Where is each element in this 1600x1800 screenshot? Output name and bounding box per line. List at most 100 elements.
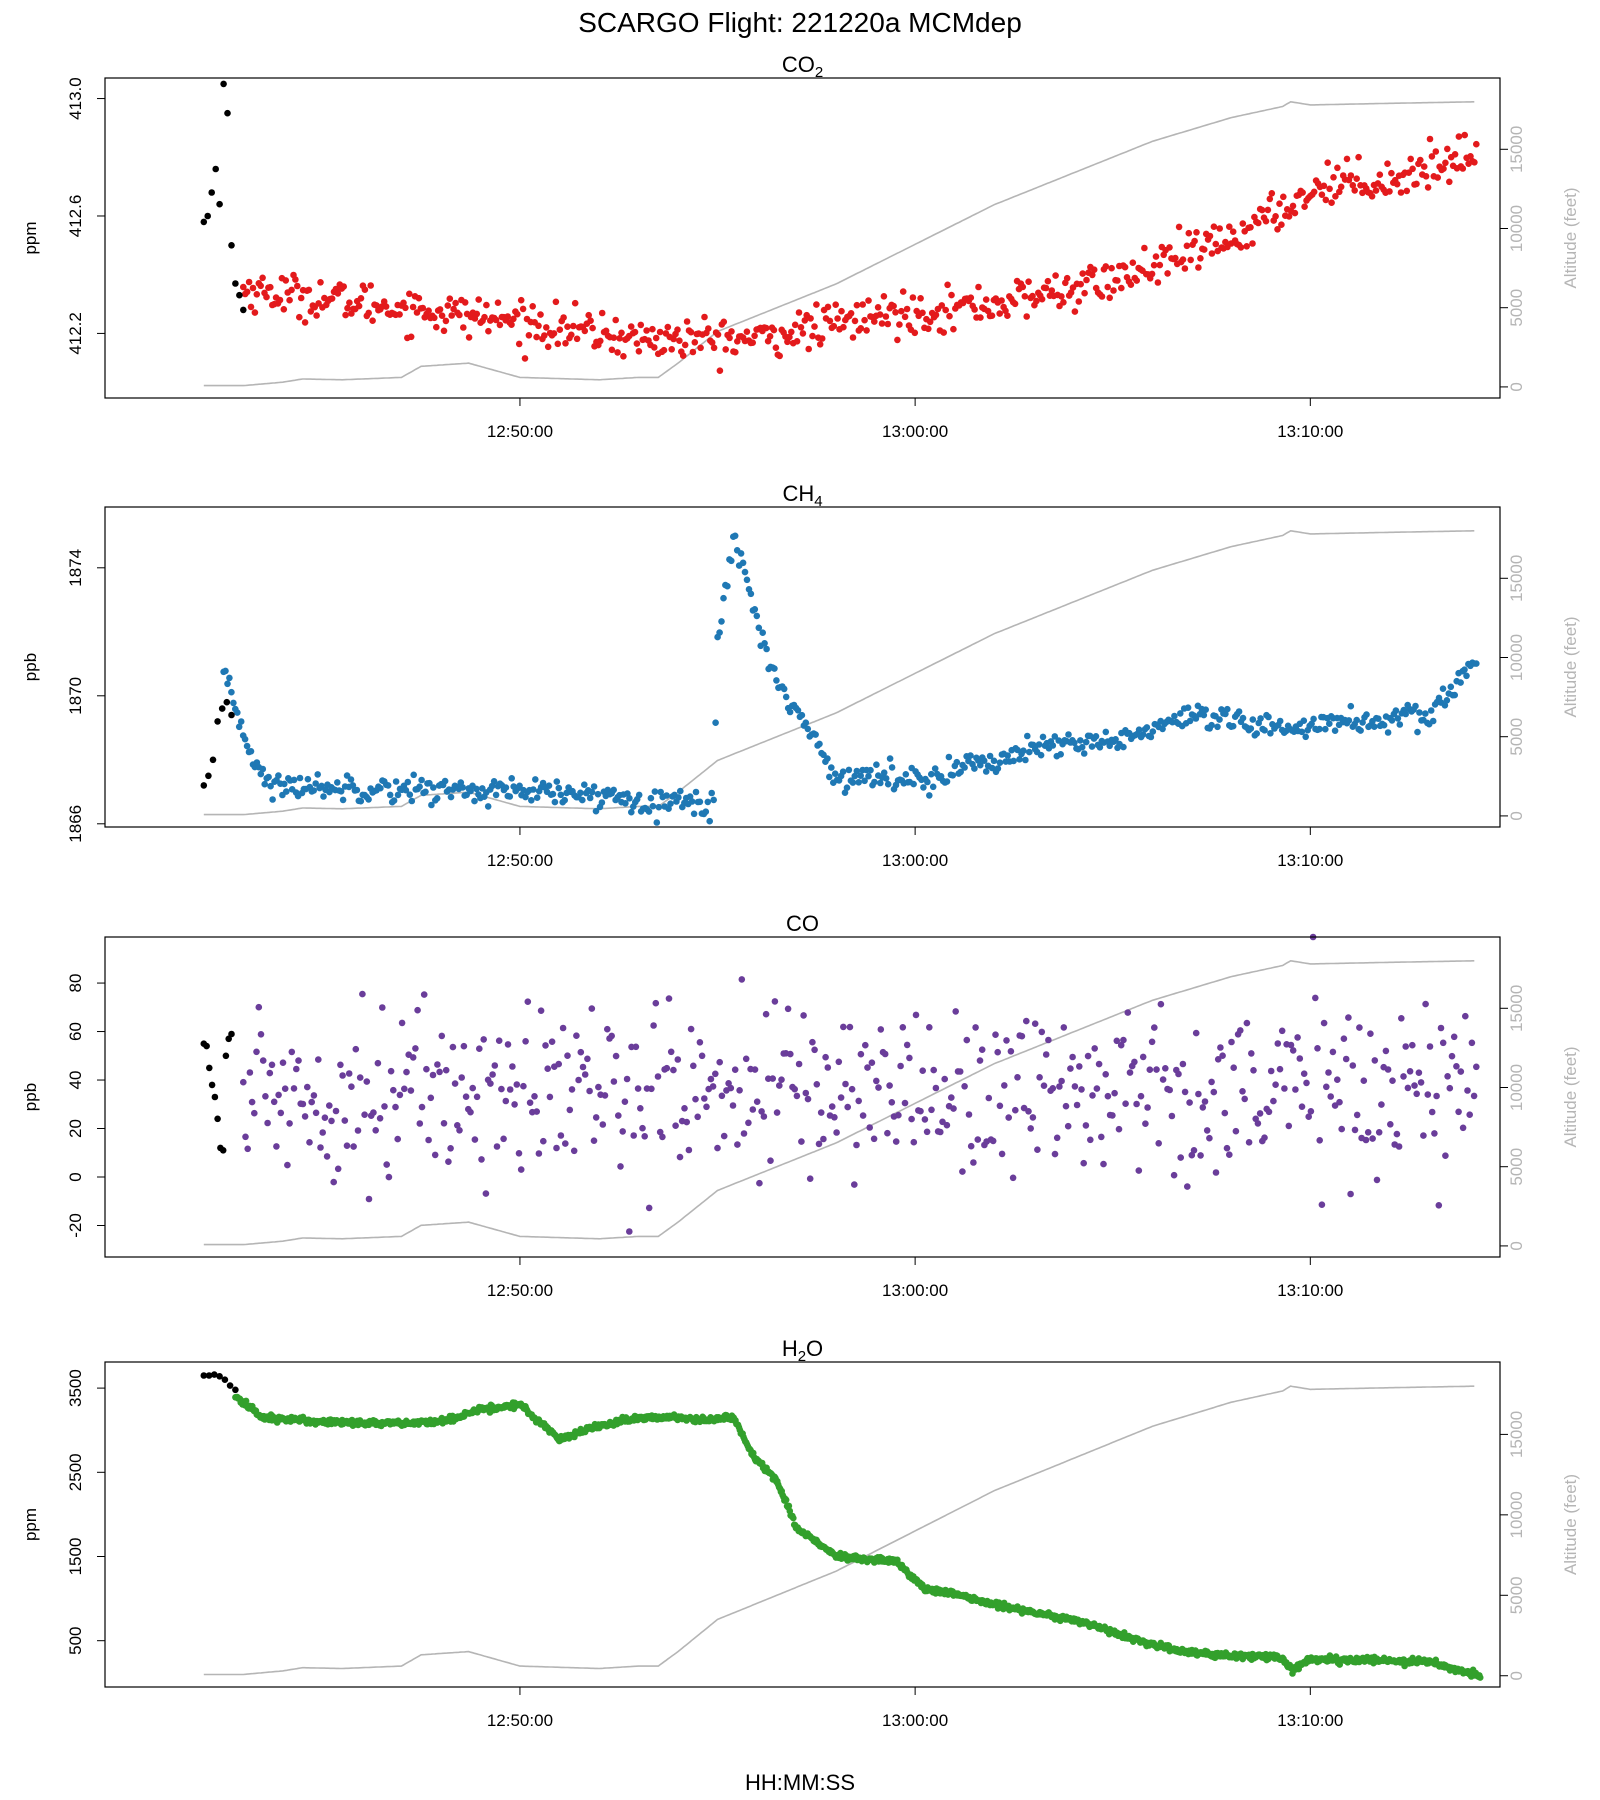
data-point [496, 321, 504, 329]
data-point [614, 349, 621, 356]
data-point [710, 796, 717, 804]
data-point [1280, 193, 1287, 201]
data-point [793, 1092, 801, 1100]
alt-tick-label: 10000 [1507, 205, 1526, 252]
data-point [616, 335, 623, 342]
data-point [317, 1144, 324, 1151]
data-point [557, 1132, 565, 1139]
data-point [427, 1094, 435, 1102]
data-point [758, 1108, 765, 1115]
data-point [1384, 1066, 1392, 1073]
initial-point [205, 772, 212, 780]
data-point [1197, 1152, 1204, 1159]
data-point [1310, 715, 1317, 723]
data-point [602, 327, 610, 335]
data-point [1147, 733, 1155, 741]
alt-tick-label: 5000 [1507, 1148, 1526, 1186]
data-point [510, 315, 517, 323]
data-point [861, 316, 868, 324]
data-point [458, 1074, 466, 1081]
data-point [1384, 160, 1391, 167]
data-point [1397, 189, 1405, 196]
data-point [575, 1076, 582, 1084]
data-point [429, 1071, 437, 1079]
data-point [1166, 1086, 1173, 1094]
data-point [237, 718, 245, 725]
data-point [1049, 1085, 1057, 1092]
alt-axis-label-h2o: Altitude (feet) [1561, 1474, 1580, 1575]
data-point [1446, 178, 1453, 186]
data-point [1096, 744, 1104, 751]
data-point [720, 1132, 728, 1140]
data-point [1347, 1190, 1354, 1198]
data-point [573, 1032, 580, 1039]
data-point [1142, 1120, 1149, 1127]
data-point [275, 772, 282, 779]
data-point [489, 1071, 496, 1078]
data-point [1144, 1104, 1151, 1111]
data-point [798, 1138, 805, 1145]
data-point [286, 296, 293, 304]
data-point [707, 1075, 715, 1083]
data-point [767, 1157, 774, 1164]
data-point [1444, 1073, 1451, 1080]
data-point [970, 1159, 977, 1166]
data-point [848, 1085, 856, 1093]
data-point [264, 1119, 271, 1127]
data-point [1121, 263, 1129, 271]
initial-point [200, 218, 208, 226]
data-point [697, 344, 704, 352]
data-point [1340, 1035, 1348, 1042]
data-point [537, 311, 544, 318]
data-point [1098, 293, 1106, 300]
data-point [731, 532, 739, 540]
data-point [394, 1135, 402, 1143]
data-point [1146, 1066, 1154, 1073]
data-point [1461, 666, 1468, 673]
data-point [696, 1039, 704, 1046]
data-point [630, 1132, 637, 1139]
data-point [402, 786, 410, 794]
data-point [259, 765, 267, 773]
data-point [1217, 1044, 1224, 1051]
data-point [353, 786, 361, 794]
data-point [1077, 280, 1084, 288]
data-point [487, 1080, 494, 1087]
data-point [940, 329, 947, 336]
data-point [595, 1083, 602, 1091]
data-point [484, 803, 492, 810]
data-point [1082, 1122, 1090, 1129]
data-point [1360, 1077, 1368, 1084]
x-tick-label: 13:00:00 [882, 422, 948, 441]
alt-axis-label-co2: Altitude (feet) [1561, 187, 1580, 288]
data-point [581, 327, 589, 335]
data-point [1124, 1009, 1132, 1016]
series-points-ch4 [220, 532, 1480, 826]
data-point [1206, 1134, 1213, 1142]
data-point [279, 1059, 287, 1066]
data-point [363, 1078, 371, 1085]
data-point [1135, 1167, 1143, 1174]
data-point [1139, 1053, 1147, 1061]
alt-axis-label-co: Altitude (feet) [1561, 1046, 1580, 1147]
data-point [1226, 223, 1233, 230]
data-point [412, 1045, 419, 1052]
data-point [950, 325, 957, 333]
data-point [515, 1150, 523, 1157]
data-point [878, 320, 886, 327]
data-point [786, 333, 793, 341]
data-point [253, 291, 261, 298]
data-point [1133, 1100, 1140, 1108]
data-point [495, 1037, 503, 1044]
data-point [930, 1066, 937, 1074]
data-point [655, 803, 663, 811]
data-point [1371, 1057, 1379, 1064]
data-point [1208, 721, 1215, 729]
data-point [1100, 1160, 1107, 1168]
data-point [1267, 730, 1274, 737]
data-point [1226, 1151, 1233, 1158]
data-point [438, 312, 446, 320]
data-point [1210, 1088, 1218, 1096]
data-point [668, 346, 675, 353]
data-point [795, 309, 803, 316]
